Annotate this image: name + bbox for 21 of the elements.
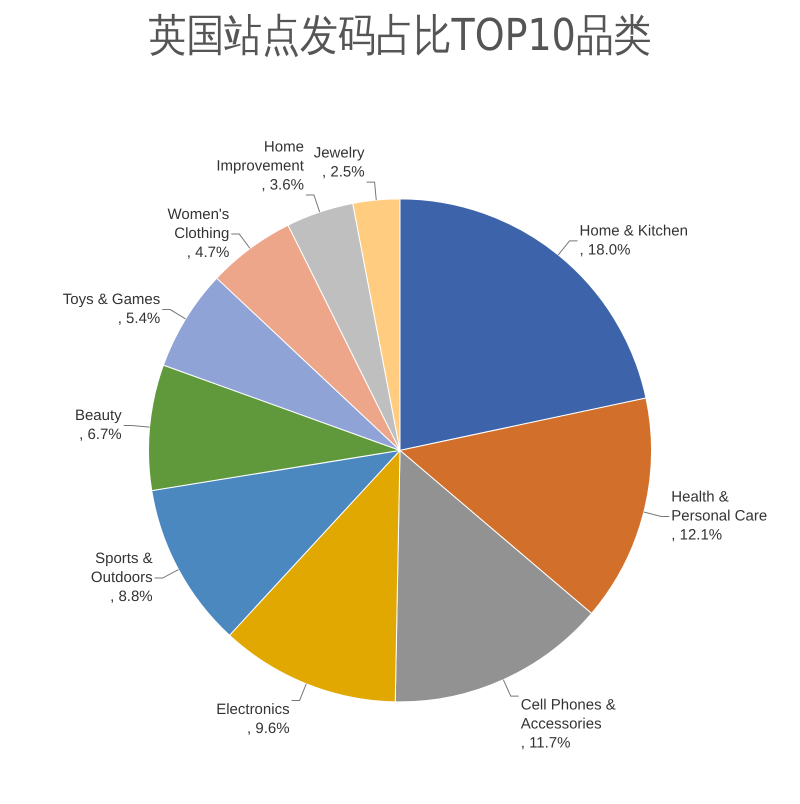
slice-label: Toys & Games — [62, 291, 160, 308]
data-label: , 8.8% — [110, 588, 153, 606]
chart-title: 英国站点发码占比TOP10品类 — [148, 9, 652, 61]
slice-label: Electronics — [216, 701, 290, 718]
slice-label: Home & Kitchen — [580, 222, 688, 240]
data-label: , 4.7% — [186, 244, 230, 262]
slice-label: Sports & Outdoors — [90, 550, 153, 586]
slice-label: Home Improvement — [216, 138, 305, 175]
data-label: , 2.5% — [322, 164, 365, 181]
data-label: , 5.4% — [118, 310, 160, 328]
data-label: , 11.7% — [520, 734, 570, 752]
data-label: , 6.7% — [79, 426, 122, 444]
data-label: , 9.6% — [247, 720, 290, 738]
slice-label: Health & Personal Care — [671, 488, 768, 525]
slice-label: Cell Phones & Accessories — [520, 696, 616, 733]
data-label: , 12.1% — [671, 526, 722, 544]
slice-label: Beauty — [74, 407, 122, 424]
data-label: , 18.0% — [580, 242, 630, 259]
data-label: , 3.6% — [261, 176, 304, 194]
slice-label: Jewelry — [314, 144, 366, 162]
slice-label: Women's Clothing — [168, 206, 230, 242]
